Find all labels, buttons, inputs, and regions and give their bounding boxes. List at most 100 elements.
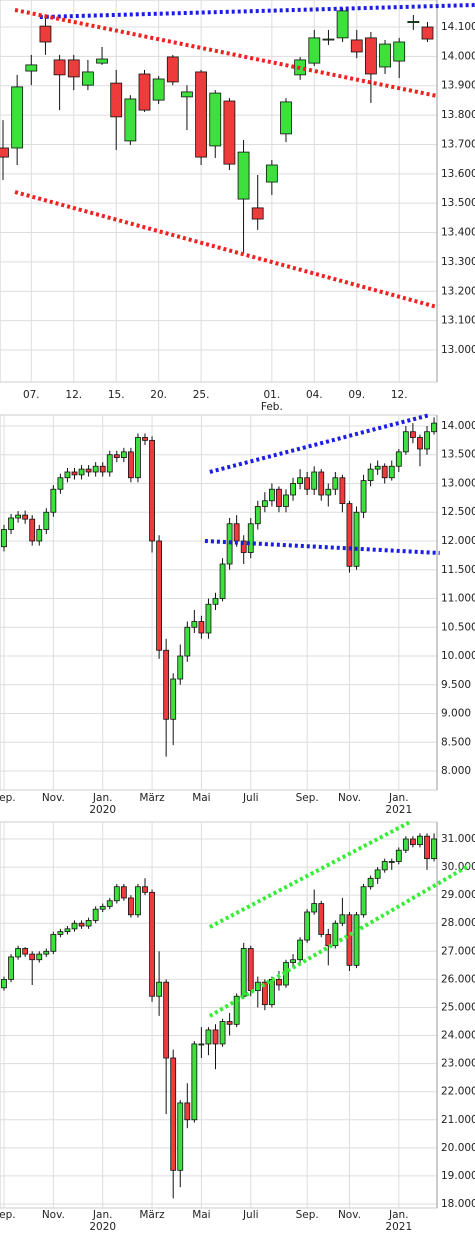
- candle-body: [251, 207, 264, 220]
- x-tick-label: Jan.: [388, 792, 409, 804]
- candle-body: [247, 948, 254, 992]
- x-tick-label: Jan.: [388, 1209, 409, 1221]
- candle-body: [1, 978, 7, 989]
- candle-body: [22, 514, 29, 520]
- candle-body: [50, 488, 57, 513]
- candle-body: [219, 1021, 226, 1045]
- y-tick-label: 14.100: [441, 21, 475, 33]
- x-tick-label: März: [139, 1209, 165, 1221]
- y-tick-label: 20.000: [441, 1142, 475, 1154]
- candle-body: [36, 529, 43, 542]
- candle-body: [142, 886, 148, 893]
- candle-body: [92, 908, 99, 921]
- candle-body: [276, 488, 282, 507]
- candle-body: [124, 98, 137, 142]
- candle-body: [39, 25, 52, 43]
- candle-body: [195, 71, 208, 158]
- candle-body: [113, 886, 120, 902]
- candle-body: [219, 563, 226, 599]
- x-tick-label: 01.: [263, 389, 280, 401]
- candle-body: [237, 151, 250, 200]
- candle-body: [254, 506, 261, 525]
- y-tick-label: 8.000: [441, 765, 471, 777]
- candle-body: [53, 59, 66, 76]
- candle-body: [106, 900, 113, 907]
- candle-body: [85, 920, 92, 927]
- y-tick-label: 31.000: [441, 833, 475, 845]
- candle-body: [353, 511, 360, 567]
- y-tick-label: 14.000: [441, 420, 475, 432]
- x-tick-label: März: [139, 792, 165, 804]
- candle-body: [205, 1029, 212, 1045]
- candle-body: [350, 39, 363, 53]
- candle-body: [85, 468, 92, 473]
- y-tick-label: 13.200: [441, 285, 475, 297]
- candle-body: [184, 626, 191, 657]
- candle-body: [395, 849, 402, 862]
- candle-body: [106, 454, 113, 473]
- candle-body: [29, 518, 36, 542]
- candle-body: [290, 959, 296, 963]
- candle-body: [163, 981, 170, 1059]
- candle-body: [240, 948, 247, 997]
- candle-body: [25, 64, 38, 72]
- y-tick-label: 11.500: [441, 564, 475, 576]
- candle-body: [381, 465, 388, 479]
- candle-body: [82, 71, 94, 86]
- candle-body: [388, 465, 395, 479]
- x-sublabel: Feb.: [261, 401, 283, 413]
- y-tick-label: 27.000: [441, 945, 475, 957]
- candle-body: [138, 73, 151, 111]
- x-tick-label: Jan.: [92, 792, 113, 804]
- candle-body: [0, 147, 9, 158]
- candle-body: [336, 10, 349, 39]
- candle-body: [402, 431, 409, 453]
- candle-body: [191, 1043, 198, 1121]
- x-tick-label: Sep.: [0, 792, 16, 804]
- candle-body: [360, 480, 367, 513]
- candle-body: [67, 59, 80, 78]
- candle-body: [353, 914, 360, 966]
- candle-body: [304, 477, 311, 490]
- candle-body: [99, 905, 106, 910]
- candle-body: [297, 477, 304, 484]
- trendline: [14, 190, 438, 310]
- y-tick-label: 13.800: [441, 109, 475, 121]
- y-tick-label: 25.000: [441, 1001, 475, 1013]
- candle-body: [226, 1021, 233, 1025]
- x-tick-label: Nov.: [338, 792, 361, 804]
- candle-body: [212, 598, 219, 605]
- candle-body: [170, 1057, 177, 1171]
- x-tick-label: Sep.: [0, 1209, 16, 1221]
- y-tick-label: 22.000: [441, 1086, 475, 1098]
- candle-body: [64, 928, 71, 933]
- candle-body: [393, 41, 406, 62]
- candle-body: [78, 922, 85, 927]
- candle-body: [297, 939, 304, 961]
- candle-body: [417, 835, 423, 846]
- candle-body: [364, 37, 377, 75]
- y-tick-label: 8.500: [441, 736, 471, 748]
- candle-body: [78, 468, 85, 476]
- x-tick-label: 12.: [391, 389, 408, 401]
- candle-body: [431, 422, 437, 433]
- y-tick-label: 21.000: [441, 1114, 475, 1126]
- candle-body: [184, 1102, 191, 1121]
- x-tick-label: 07.: [23, 389, 40, 401]
- y-tick-label: 13.000: [441, 344, 475, 356]
- candle-body: [268, 488, 275, 502]
- candle-body: [223, 100, 236, 165]
- candle-body: [332, 477, 339, 490]
- x-tick-label: Nov.: [42, 1209, 65, 1221]
- candle-body: [156, 540, 163, 651]
- candle-body: [177, 655, 184, 680]
- candle-body: [127, 451, 134, 479]
- candle-body: [181, 91, 193, 98]
- y-tick-label: 11.000: [441, 593, 475, 605]
- trendline: [209, 413, 431, 474]
- x-tick-label: 25.: [193, 389, 210, 401]
- candle-body: [379, 43, 391, 68]
- candle-body: [191, 621, 198, 628]
- candle-body: [325, 934, 332, 947]
- candle-body: [209, 92, 222, 147]
